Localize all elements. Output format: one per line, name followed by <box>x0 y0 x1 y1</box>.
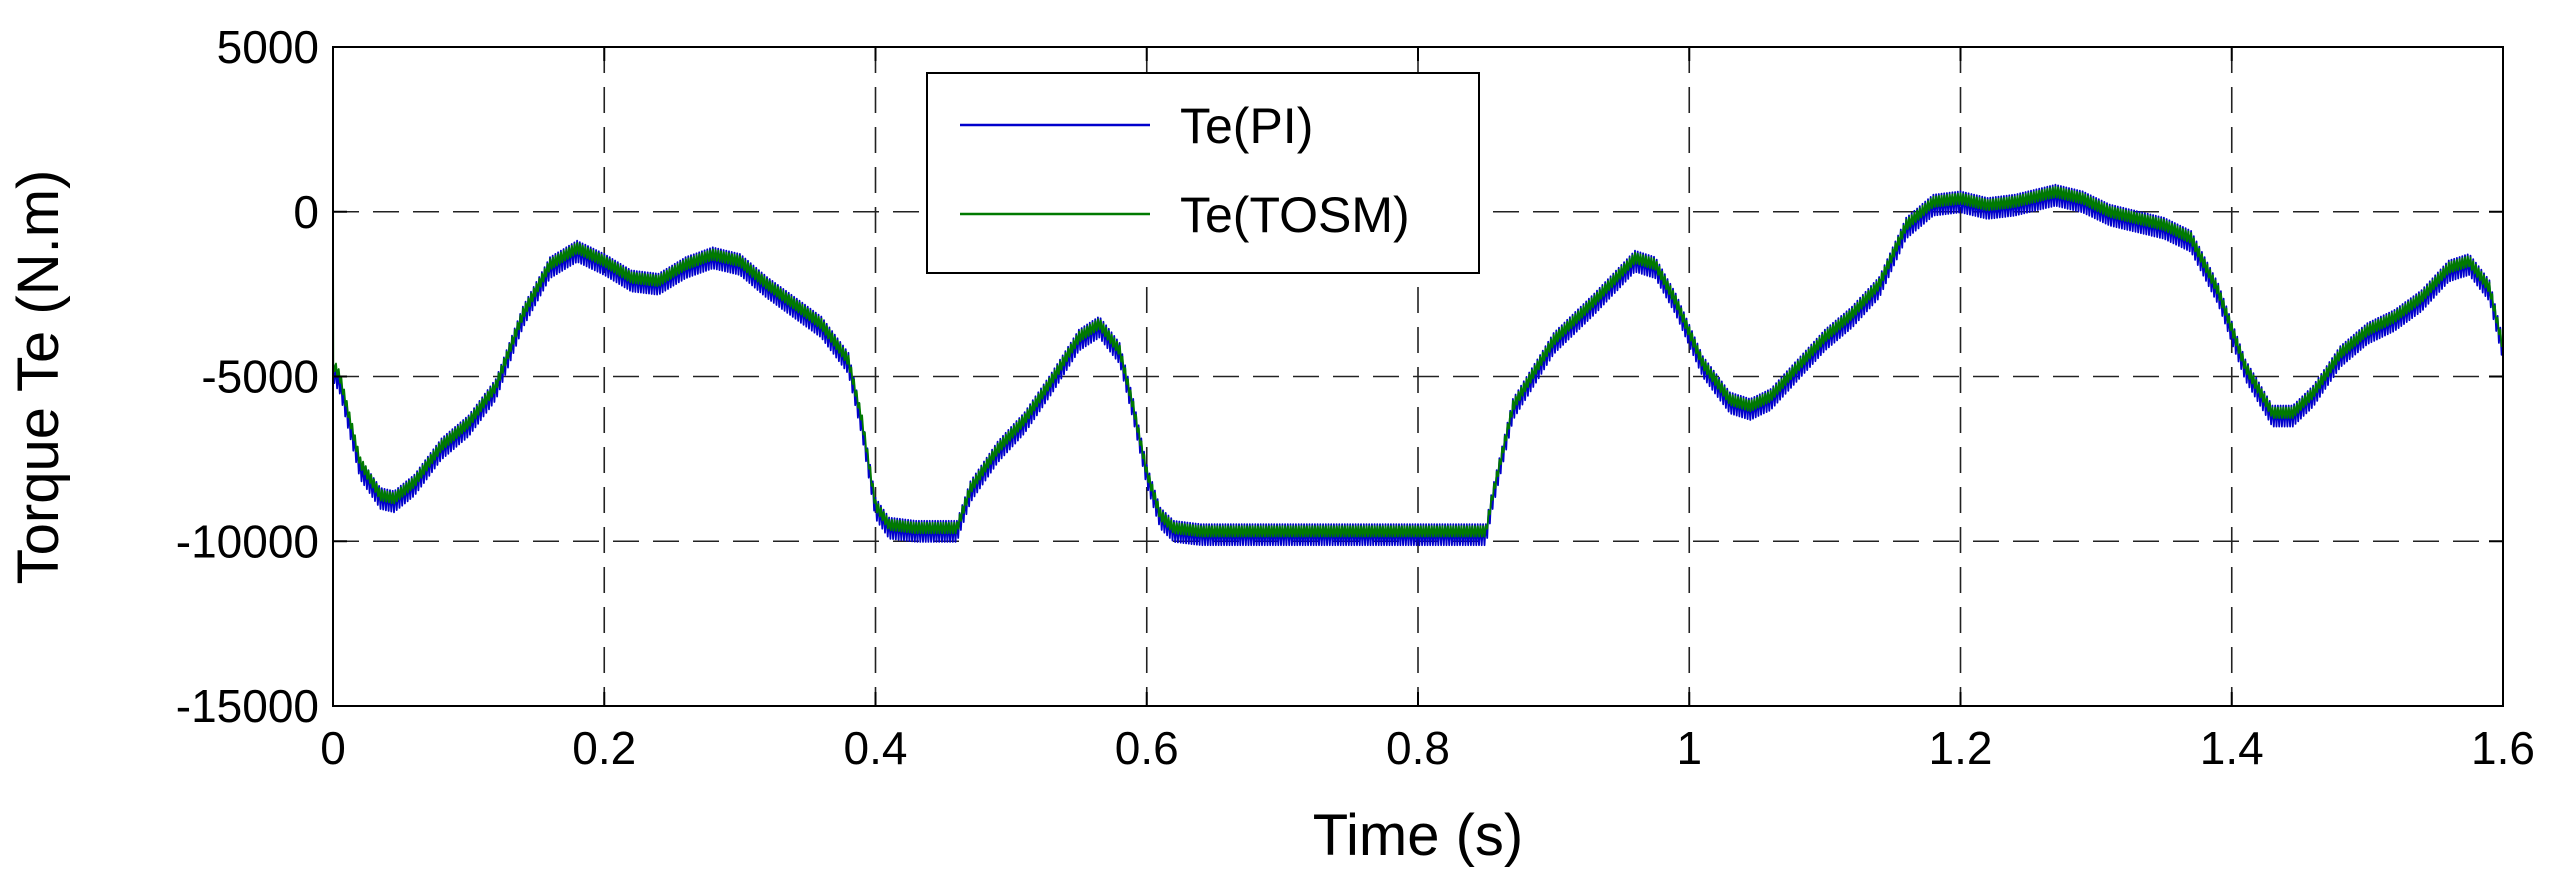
x-tick-label: 0.2 <box>572 722 636 774</box>
x-tick-labels: 0 0.2 0.4 0.6 0.8 1 1.2 1.4 1.6 <box>320 722 2535 774</box>
y-axis-title: Torque Te (N.m) <box>6 170 71 585</box>
legend-label-te-tosm: Te(TOSM) <box>1180 187 1410 243</box>
y-tick-label: 5000 <box>217 21 319 73</box>
y-tick-label: -5000 <box>201 351 319 403</box>
legend-box <box>926 72 1480 274</box>
x-tick-label: 1 <box>1676 722 1702 774</box>
x-tick-label: 0.6 <box>1115 722 1179 774</box>
x-tick-label: 0.4 <box>844 722 908 774</box>
x-tick-label: 1.2 <box>1929 722 1993 774</box>
x-tick-label: 0.8 <box>1386 722 1450 774</box>
x-tick-label: 1.4 <box>2200 722 2264 774</box>
x-tick-label: 0 <box>320 722 346 774</box>
x-tick-label: 1.6 <box>2471 722 2535 774</box>
series-line-te-pi <box>332 183 2504 547</box>
series-lines <box>332 183 2504 547</box>
legend-label-te-pi: Te(PI) <box>1180 98 1313 154</box>
legend: Te(PI) Te(TOSM) <box>926 72 1480 274</box>
x-axis-title: Time (s) <box>1313 803 1523 868</box>
y-tick-labels: -15000 -10000 -5000 0 5000 <box>176 21 319 732</box>
y-tick-label: 0 <box>293 186 319 238</box>
y-tick-label: -10000 <box>176 515 319 567</box>
y-tick-label: -15000 <box>176 680 319 732</box>
series-line-te-tosm <box>332 185 2504 538</box>
axis-ticks <box>332 46 2504 707</box>
